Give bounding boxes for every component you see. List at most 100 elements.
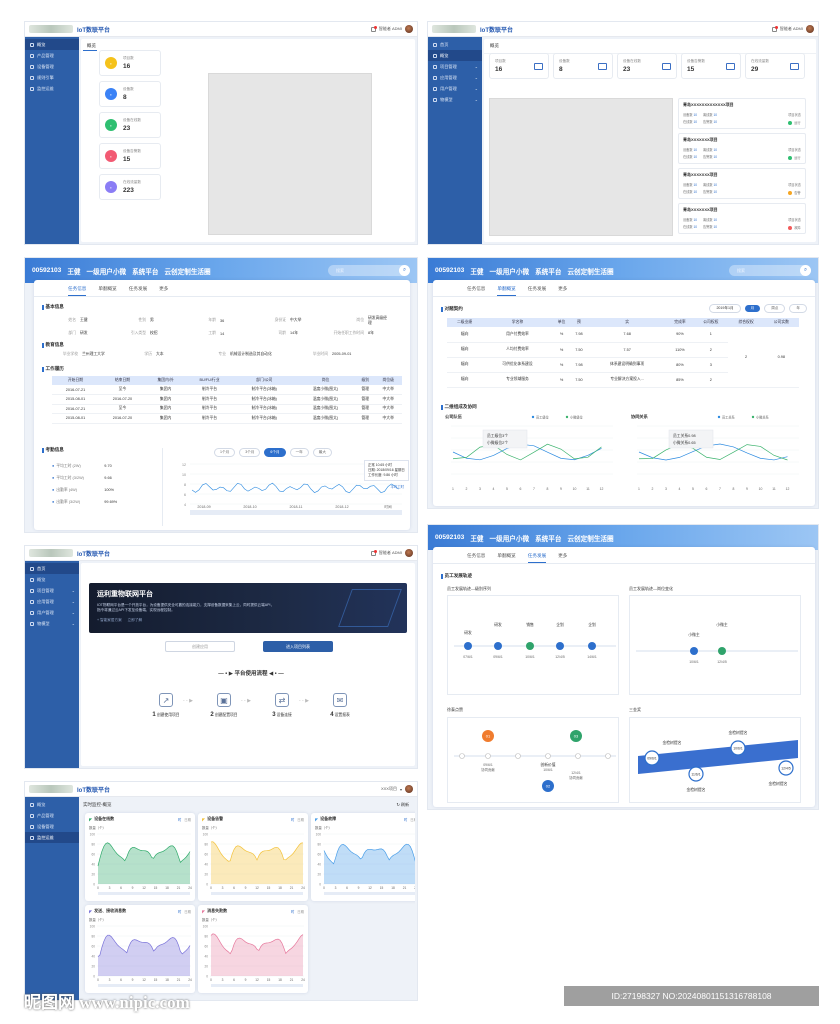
sidebar-item-overview[interactable]: 概览 [428, 50, 482, 61]
sidebar-item-apps[interactable]: 应用管理 ⌄ [25, 596, 79, 607]
search-input[interactable]: 搜索 ⌕ [729, 265, 811, 276]
table-cell: 2016-07-21 [52, 385, 99, 395]
bell-icon[interactable] [370, 25, 377, 32]
sidebar-item-apps[interactable]: 应用管理 ⌄ [428, 72, 482, 83]
sidebar-item-devices[interactable]: 设备管理 [25, 821, 79, 832]
sidebar-item-monitor[interactable]: 监控运维 [25, 832, 79, 843]
avatar[interactable] [405, 549, 413, 557]
project-select[interactable]: XXX项目 [380, 786, 397, 791]
range-day[interactable]: 日期 [297, 817, 304, 822]
tab-info[interactable]: 任务信息 [467, 553, 486, 558]
search-icon[interactable]: ⌕ [399, 265, 410, 276]
project-card[interactable]: 青岛XXXXXXXXXXXXX项目 设备数 10 在线数 10 离线数 10 告警数 … [678, 98, 806, 129]
tab-overview[interactable]: 单翻概览 [497, 286, 516, 296]
create-app-button[interactable]: 创建应用 [165, 641, 235, 652]
sidebar-item-home[interactable]: 首页 [428, 39, 482, 50]
sidebar-item-users[interactable]: 用户管理 ⌄ [428, 83, 482, 94]
stat-card[interactable]: 在线流量数 29 [745, 53, 805, 79]
project-card[interactable]: 青岛XXXXXXX项目 设备数 10 在线数 10 离线数 10 告警数 10 项目状… [678, 133, 806, 164]
sidebar-item-overview[interactable]: 概览 [25, 39, 79, 50]
panel-career-path: 00592103 王健 一级用户小微 系统平台 云创定制生活圈 任务信息 单翻概览 任务发展… [427, 524, 819, 810]
range-hour[interactable]: 时 [177, 817, 182, 822]
refresh-button[interactable]: ↻ 刷新 [396, 802, 409, 807]
bell-icon[interactable] [771, 25, 778, 32]
stat-card[interactable]: ▪ 设备在线数 23 [99, 112, 161, 138]
sidebar-item-projects[interactable]: 项目管理 ⌄ [428, 61, 482, 72]
enter-projects-button[interactable]: 进入项目列表 [263, 641, 333, 652]
avatar[interactable] [405, 785, 413, 793]
range-button[interactable]: 最大 [312, 448, 332, 457]
tab-more[interactable]: 更多 [558, 286, 568, 291]
user-area[interactable]: 智能者 ADMI [370, 25, 413, 33]
sidebar-item-rules[interactable]: 规则引擎 [25, 72, 79, 83]
range-day[interactable]: 日期 [184, 817, 191, 822]
sidebar-item-users[interactable]: 用户管理 ⌄ [25, 607, 79, 618]
x-tick-label: 18 [278, 978, 282, 982]
tab-develop[interactable]: 任务发展 [527, 286, 547, 291]
sidebar-item-projects[interactable]: 项目管理 ⌄ [25, 585, 79, 596]
tab-info[interactable]: 任务信息 [68, 286, 87, 296]
sidebar-item-model[interactable]: 物模型 ⌄ [428, 94, 482, 105]
search-icon[interactable]: ⌕ [800, 265, 811, 276]
range-hour[interactable]: 时 [403, 817, 408, 822]
banner-link-more[interactable]: 立即了解 [127, 618, 143, 622]
breadcrumb: 实时监控-概览 [83, 802, 112, 807]
sidebar: 首页 概览 项目管理 ⌄ 应用管理 ⌄ 用户管理 ⌄ 物模型 ⌄ [428, 37, 482, 244]
tab-more[interactable]: 更多 [558, 553, 568, 558]
range-button[interactable]: 6个月 [264, 448, 286, 457]
period-toggle[interactable]: 月 [744, 305, 761, 312]
period-toggle[interactable]: 年 [789, 304, 807, 313]
stat-card[interactable]: 项目数 16 [489, 53, 549, 79]
stat-card[interactable]: 设备在线数 23 [617, 53, 677, 79]
tab-develop[interactable]: 任务发展 [128, 286, 148, 291]
stat-card[interactable]: ▪ 设备告警数 15 [99, 143, 161, 169]
tab-info[interactable]: 任务信息 [467, 286, 486, 291]
user-area[interactable]: XXX项目 ▾ [381, 785, 413, 793]
tab-more[interactable]: 更多 [159, 286, 169, 291]
stat-card[interactable]: 设备数 8 [553, 53, 613, 79]
stat-card[interactable]: ▪ 在线流量数 223 [99, 174, 161, 200]
project-card[interactable]: 青岛XXXXXXX项目 设备数 10 在线数 10 离线数 10 告警数 10 项目状… [678, 203, 806, 234]
stat-card[interactable]: ▪ 设备数 8 [99, 81, 161, 107]
period-select[interactable]: 2019年1月 [709, 304, 741, 313]
range-button[interactable]: 一年 [289, 448, 309, 457]
sidebar-item-overview[interactable]: 概览 [25, 574, 79, 585]
y-tick-label: 0 [93, 975, 95, 979]
chevron-down-icon[interactable]: ▾ [399, 786, 402, 792]
sidebar-item-overview[interactable]: 概览 [25, 799, 79, 810]
range-button[interactable]: 3个月 [239, 448, 261, 457]
user-area[interactable]: 智能者 ADMI [370, 549, 413, 557]
tab-overview[interactable]: 单翻概览 [98, 286, 117, 291]
avatar[interactable] [405, 25, 413, 33]
unit-label: 数量（个） [89, 918, 106, 922]
home-icon [30, 42, 34, 47]
period-toggle[interactable]: 周点 [764, 304, 786, 313]
range-hour[interactable]: 时 [290, 909, 295, 914]
range-button[interactable]: 1个月 [214, 448, 236, 457]
bell-icon[interactable] [370, 549, 377, 556]
node-date: 11/6/1 [691, 772, 700, 776]
range-day[interactable]: 日期 [184, 909, 191, 914]
range-hour[interactable]: 时 [177, 909, 182, 914]
project-card[interactable]: 青岛XXXXXXX项目 设备数 10 在线数 10 离线数 10 告警数 10 项目状… [678, 168, 806, 199]
rule-icon [30, 75, 34, 80]
sidebar-item-model[interactable]: 物模型 ⌄ [25, 618, 79, 629]
tab-develop[interactable]: 任务发展 [527, 553, 547, 563]
field-label: 年龄 [208, 318, 216, 322]
sidebar-item-products[interactable]: 产品管理 [25, 50, 79, 61]
sidebar-item-devices[interactable]: 设备管理 [25, 61, 79, 72]
range-day[interactable]: 日期 [410, 817, 415, 822]
product-icon [30, 813, 34, 818]
sidebar-item-monitor[interactable]: 监控运维 [25, 83, 79, 94]
sidebar-item-products[interactable]: 产品管理 [25, 810, 79, 821]
stat-card[interactable]: ▪ 项目数 16 [99, 50, 161, 76]
avatar[interactable] [806, 25, 814, 33]
sidebar-item-home[interactable]: 首页 [25, 563, 79, 574]
range-hour[interactable]: 时 [290, 817, 295, 822]
tab-overview[interactable]: 单翻概览 [497, 553, 516, 558]
search-input[interactable]: 搜索 ⌕ [328, 265, 410, 276]
stat-card[interactable]: 设备告警数 15 [681, 53, 741, 79]
range-day[interactable]: 日期 [297, 909, 304, 914]
banner-link-solution[interactable]: + 智能家居方案 [97, 618, 122, 622]
user-area[interactable]: 智能者 ADMI [771, 25, 814, 33]
